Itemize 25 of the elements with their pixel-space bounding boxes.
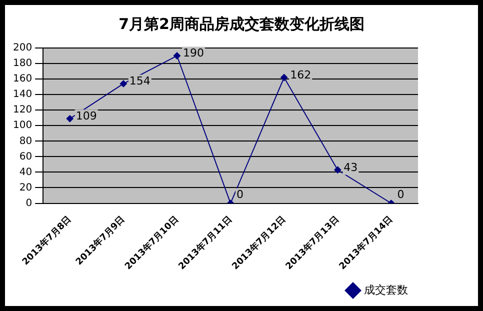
data-label: 0 (236, 188, 244, 202)
data-label: 154 (129, 74, 150, 88)
data-label: 162 (290, 68, 312, 82)
y-tick-label: 160 (12, 74, 32, 85)
point (334, 166, 342, 174)
data-label: 109 (76, 110, 97, 123)
y-tick-label: 140 (12, 89, 32, 100)
y-tick-label: 20 (19, 182, 32, 194)
data-label: 43 (344, 160, 358, 174)
data-label: 0 (397, 188, 404, 202)
y-tick-label: 80 (19, 136, 32, 147)
y-tick-label: 0 (26, 198, 32, 209)
point (120, 80, 127, 88)
point (66, 115, 74, 122)
y-tick-label: 40 (19, 166, 32, 178)
y-tick-label: 120 (12, 104, 32, 116)
y-tick-label: 180 (12, 58, 32, 70)
y-tick-label: 200 (12, 42, 32, 54)
legend-label: 成交套数 (364, 283, 408, 296)
point (173, 52, 180, 60)
y-tick-label: 60 (19, 151, 32, 162)
data-label: 190 (182, 46, 204, 60)
chart-title: 7月第2周商品房成交套数变化折线图 (118, 15, 366, 34)
y-tick-label: 100 (12, 120, 32, 132)
point (280, 74, 288, 82)
